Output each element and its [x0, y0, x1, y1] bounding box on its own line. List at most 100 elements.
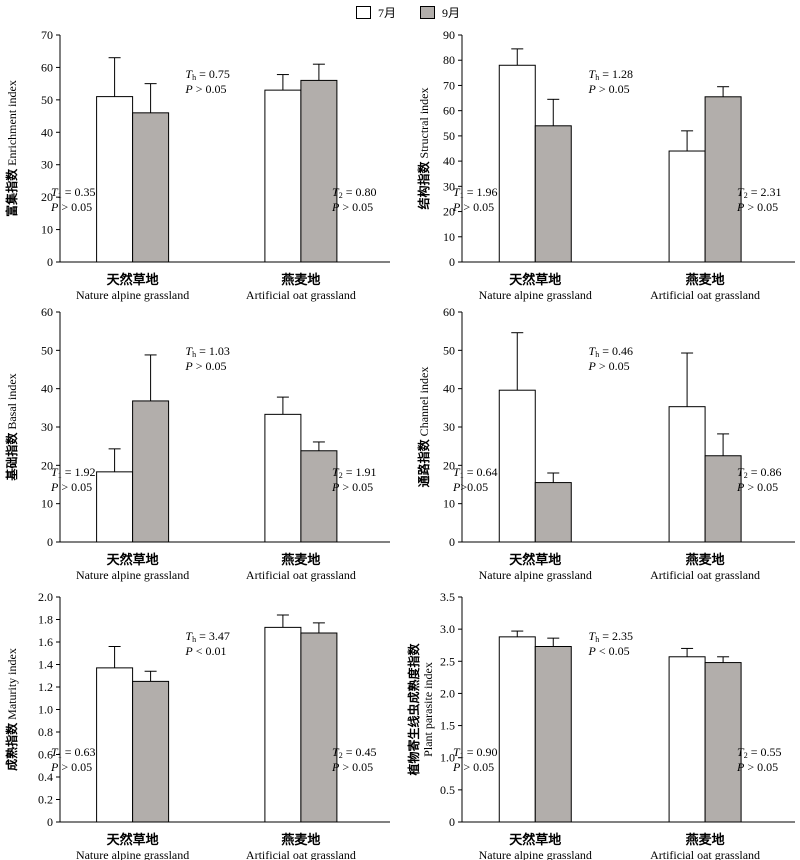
y-tick-label: 10 [443, 497, 455, 511]
annotation-t2-p: P > 0.05 [736, 760, 778, 774]
annotation-t1-stat: T1 = 1.92 [51, 465, 95, 480]
y-tick-label: 60 [443, 104, 455, 118]
y-tick-label: 40 [41, 125, 53, 139]
y-tick-label: 40 [41, 382, 53, 396]
annotation-t1-stat: T1 = 0.64 [453, 465, 497, 480]
y-tick-label: 20 [443, 205, 455, 219]
annotation-t2-p: P > 0.05 [331, 480, 373, 494]
bar [264, 626, 302, 823]
annotation-t2-p: P > 0.05 [736, 480, 778, 494]
y-tick-label: 3.0 [440, 622, 455, 636]
category-label-cn: 燕麦地 [686, 272, 725, 287]
bar [704, 662, 742, 823]
bar [668, 406, 706, 543]
y-tick-label: 10 [41, 497, 53, 511]
annotation-th-p: P > 0.05 [184, 82, 226, 96]
legend-item-sept: 9月 [420, 4, 460, 21]
y-tick-label: 60 [41, 305, 53, 319]
chart-panel-5: 0 0.2 0.4 0.6 0.8 1.0 1.2 1.4 1.6 1.8 2.0 成熟指数 Matu… [4, 590, 390, 860]
y-tick-label: 2.5 [440, 654, 455, 668]
bar [668, 150, 706, 263]
category-label-cn: 天然草地 [107, 552, 159, 567]
y-tick-label: 60 [41, 60, 53, 74]
category-label-en: Nature alpine grassland [479, 568, 592, 582]
chart-panel-2: 0 10 20 30 40 50 60 70 80 90 结构指数 Structral index 天… [416, 28, 795, 302]
bar [96, 667, 134, 823]
category-label-en: Nature alpine grassland [76, 568, 189, 582]
annotation-t2-p: P > 0.05 [736, 200, 778, 214]
y-tick-label: 40 [443, 382, 455, 396]
bar [704, 96, 742, 263]
y-tick-label: 70 [41, 28, 53, 42]
y-tick-label: 0 [47, 255, 53, 269]
y-axis-label: 基础指数 Basal index [4, 373, 19, 481]
bar [96, 96, 134, 263]
y-tick-label: 1.5 [440, 719, 455, 733]
category-label-en: Artificial oat grassland [246, 568, 356, 582]
category-label-cn: 燕麦地 [281, 832, 320, 847]
y-tick-label: 20 [41, 458, 53, 472]
legend-label-july: 7月 [378, 6, 397, 20]
y-tick-label: 0 [47, 815, 53, 829]
annotation-th-stat: Th = 2.35 [589, 629, 633, 644]
y-tick-label: 20 [443, 458, 455, 472]
bar [534, 482, 572, 543]
y-tick-label: 90 [443, 28, 455, 42]
annotation-t2-stat: T2 = 1.91 [332, 465, 376, 480]
y-tick-label: 0.4 [38, 770, 53, 784]
y-tick-label: 30 [41, 158, 53, 172]
y-tick-label: 0.8 [38, 725, 53, 739]
y-tick-label: 50 [443, 129, 455, 143]
y-tick-label: 0.6 [38, 748, 53, 762]
bar [300, 450, 338, 543]
category-label-en: Nature alpine grassland [479, 288, 592, 302]
y-tick-label: 0 [449, 255, 455, 269]
chart-panel-6: 0 0.5 1.0 1.5 2.0 2.5 3.0 3.5 植物寄生线虫成熟度指数Plant p… [406, 590, 795, 860]
legend-item-july: 7月 [356, 4, 396, 21]
legend-label-sept: 9月 [442, 6, 461, 20]
chart-panel-3: 0 10 20 30 40 50 60 基础指数 Basal index 天然草地Nature … [4, 305, 390, 582]
annotation-t2-stat: T2 = 0.45 [332, 745, 376, 760]
annotation-th-p: P < 0.01 [184, 644, 226, 658]
annotation-t1-p: P > 0.05 [50, 200, 92, 214]
bar [132, 400, 170, 543]
annotation-t2-stat: T2 = 0.86 [737, 465, 781, 480]
annotation-t1-stat: T1 = 0.35 [51, 185, 95, 200]
annotation-t2-stat: T2 = 0.55 [737, 745, 781, 760]
y-tick-label: 0.5 [440, 783, 455, 797]
y-tick-label: 2.0 [38, 590, 53, 604]
annotation-t1-p: P > 0.05 [50, 480, 92, 494]
bar [300, 632, 338, 823]
bar [300, 79, 338, 263]
category-label-cn: 天然草地 [509, 272, 561, 287]
annotation-th-p: P < 0.05 [588, 644, 630, 658]
category-label-en: Nature alpine grassland [479, 848, 592, 860]
y-axis-label: 通路指数 Channel index [416, 367, 431, 488]
y-tick-label: 2.0 [440, 686, 455, 700]
category-label-cn: 天然草地 [107, 272, 159, 287]
annotation-th-stat: Th = 1.03 [185, 344, 229, 359]
annotation-t1-p: P > 0.05 [452, 200, 494, 214]
category-label-cn: 燕麦地 [281, 272, 320, 287]
bar [132, 680, 170, 823]
annotation-t2-stat: T2 = 2.31 [737, 185, 781, 200]
y-tick-label: 40 [443, 154, 455, 168]
bar [498, 389, 536, 543]
bar [498, 64, 536, 263]
chart-panel-1: 0 10 20 30 40 50 60 70 富集指数 Enrichment index 天然草地… [4, 28, 390, 302]
legend: 7月 9月 [0, 0, 800, 22]
annotation-t1-stat: T1 = 0.90 [453, 745, 497, 760]
category-label-en: Artificial oat grassland [650, 568, 760, 582]
y-tick-label: 0.2 [38, 793, 53, 807]
category-label-cn: 燕麦地 [686, 832, 725, 847]
y-tick-label: 50 [443, 343, 455, 357]
y-tick-label: 60 [443, 305, 455, 319]
y-tick-label: 50 [41, 93, 53, 107]
legend-swatch-july [356, 6, 371, 19]
annotation-th-stat: Th = 0.75 [185, 67, 229, 82]
legend-swatch-sept [420, 6, 435, 19]
y-tick-label: 50 [41, 343, 53, 357]
y-tick-label: 1.2 [38, 680, 53, 694]
annotation-t2-p: P > 0.05 [331, 760, 373, 774]
annotation-th-stat: Th = 0.46 [589, 344, 633, 359]
